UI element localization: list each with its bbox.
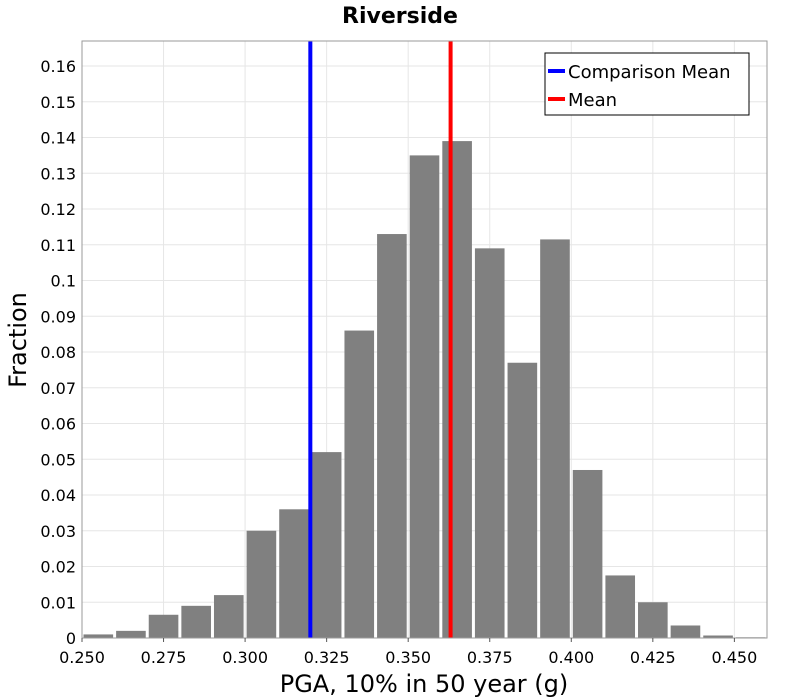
y-tick-label: 0.15 — [40, 93, 76, 112]
y-tick-label: 0.04 — [40, 486, 76, 505]
histogram-bar — [507, 362, 538, 638]
histogram-bar — [605, 575, 636, 638]
histogram-bar — [703, 635, 733, 638]
x-tick-label: 0.450 — [711, 648, 757, 667]
y-tick-label: 0.1 — [51, 272, 76, 291]
y-axis-title: Fraction — [4, 292, 32, 388]
y-tick-label: 0.12 — [40, 200, 76, 219]
x-axis-title: PGA, 10% in 50 year (g) — [280, 670, 569, 698]
y-tick-label: 0.06 — [40, 415, 76, 434]
histogram-bar — [279, 509, 309, 638]
reference-lines — [308, 41, 453, 638]
plot-frame — [81, 40, 768, 639]
x-tick-label: 0.350 — [385, 648, 431, 667]
y-tick-label: 0.09 — [40, 307, 76, 326]
legend-label: Mean — [568, 90, 617, 111]
histogram-bar — [83, 634, 114, 638]
y-tick-label: 0.16 — [40, 57, 76, 76]
x-tick-label: 0.250 — [59, 648, 105, 667]
x-tick-label: 0.425 — [630, 648, 676, 667]
x-tick-label: 0.325 — [304, 648, 350, 667]
legend: Comparison Mean Mean — [544, 52, 750, 116]
y-tick-label: 0.07 — [40, 379, 76, 398]
x-axis-ticks: 0.250 0.275 0.300 0.325 0.350 0.375 0.400 0.425… — [59, 638, 757, 667]
y-tick-label: 0.11 — [40, 236, 76, 255]
histogram-bar — [377, 234, 407, 638]
histogram-bar — [409, 155, 440, 638]
y-tick-label: 0.01 — [40, 593, 76, 612]
histogram-bar — [246, 530, 277, 638]
y-axis-ticks: 0 0.01 0.02 0.03 0.04 0.05 0.06 0.07 0.08 0.09 0.1… — [40, 57, 76, 648]
y-tick-label: 0.14 — [40, 129, 76, 148]
histogram-bar — [181, 605, 211, 638]
histogram-bar — [311, 452, 342, 638]
x-tick-label: 0.400 — [548, 648, 594, 667]
histogram-bar — [474, 248, 505, 639]
y-tick-label: 0 — [66, 629, 76, 648]
histogram-bar — [442, 141, 472, 638]
histogram-bar — [148, 614, 179, 638]
y-tick-label: 0.03 — [40, 522, 76, 541]
histogram-bar — [638, 602, 668, 638]
chart-title: Riverside — [342, 4, 458, 29]
x-tick-label: 0.275 — [141, 648, 187, 667]
y-tick-label: 0.13 — [40, 164, 76, 183]
x-tick-label: 0.300 — [222, 648, 268, 667]
histogram-bar — [213, 595, 244, 638]
y-tick-label: 0.08 — [40, 343, 76, 362]
histogram-bar — [540, 239, 570, 639]
histogram-bar — [670, 625, 701, 638]
legend-label: Comparison Mean — [568, 62, 731, 83]
histogram-bar — [572, 469, 603, 638]
x-tick-label: 0.375 — [467, 648, 513, 667]
y-tick-label: 0.05 — [40, 450, 76, 469]
y-tick-label: 0.02 — [40, 558, 76, 577]
legend-box — [544, 52, 750, 116]
bars — [83, 141, 766, 639]
histogram-bar — [116, 630, 146, 638]
histogram-bar — [344, 330, 375, 638]
